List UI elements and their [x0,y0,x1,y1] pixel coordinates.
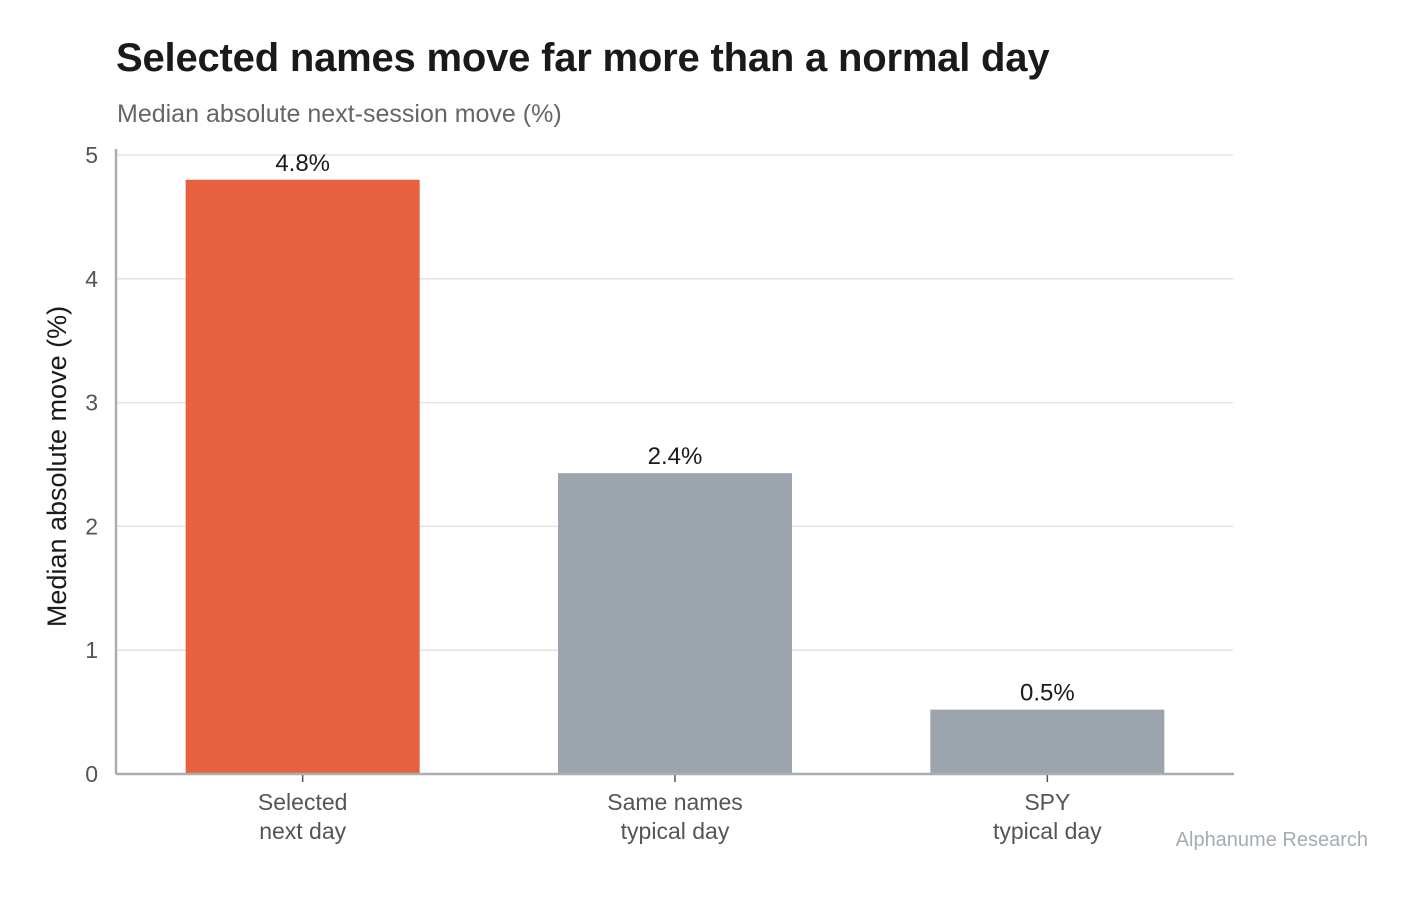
y-tick-label: 0 [85,761,98,787]
x-tick-label: next day [259,818,346,844]
credit-watermark: Alphanume Research [1175,829,1368,851]
y-axis-title: Median absolute move (%) [42,306,72,627]
bar-value-label: 4.8% [275,150,330,177]
bar [185,179,420,774]
bar-layer [185,179,1165,774]
x-tick-label: Selected [258,789,348,815]
y-tick-label: 3 [85,390,98,416]
y-tick-label: 1 [85,637,98,663]
bar [558,473,792,774]
y-tick-label: 4 [85,266,98,292]
x-tick-label: SPY [1024,789,1070,815]
bar [930,709,1165,774]
x-tick-label: typical day [993,818,1102,844]
x-tick-label: Same names [607,789,743,815]
chart-title: Selected names move far more than a norm… [116,36,1050,80]
y-tick-label: 2 [85,513,98,539]
bar-value-label: 2.4% [648,443,703,470]
y-tick-label: 5 [85,142,98,168]
label-layer: 0 1 2 3 4 5 4.8% Selected next day 2.4% Same names… [42,142,1102,844]
axis-layer [114,149,1234,782]
chart-subtitle: Median absolute next-session move (%) [117,100,562,128]
bar-value-label: 0.5% [1020,680,1075,707]
x-tick-label: typical day [621,818,730,844]
